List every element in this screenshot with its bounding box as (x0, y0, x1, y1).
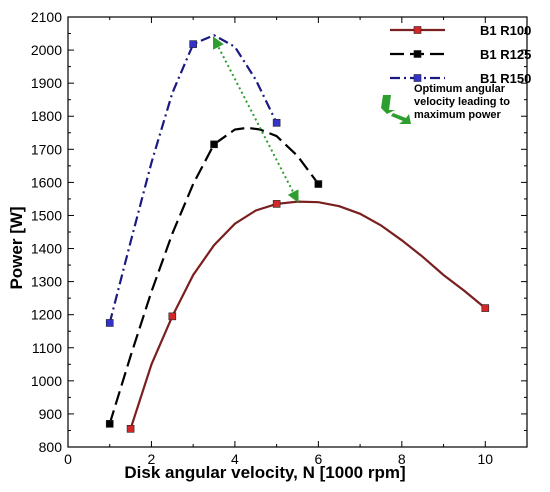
y-tick-label: 1500 (31, 207, 62, 223)
data-point (168, 312, 177, 321)
data-point (272, 119, 281, 127)
x-tick-label: 6 (314, 451, 322, 467)
y-tick-label: 800 (39, 439, 63, 455)
y-tick-label: 900 (39, 406, 63, 422)
legend-label: B1 R100 (480, 23, 531, 38)
annotation-text: Optimum angular (414, 83, 506, 95)
legend-marker (413, 26, 422, 34)
y-tick-label: 1800 (31, 108, 62, 124)
legend-marker (413, 50, 422, 58)
data-point (105, 420, 114, 428)
y-tick-label: 1200 (31, 307, 62, 323)
y-tick-label: 1700 (31, 141, 62, 157)
series-line (129, 200, 486, 430)
y-tick-label: 1100 (32, 340, 62, 356)
x-tick-label: 0 (64, 451, 72, 467)
y-axis-title: Power [W] (7, 206, 26, 289)
series-0 (126, 200, 490, 433)
green-arrow-icon (391, 113, 411, 124)
x-axis-title: Disk angular velocity, N [1000 rpm] (124, 463, 405, 482)
x-tick-label: 8 (398, 451, 406, 467)
annotation-text: maximum power (414, 109, 502, 121)
y-tick-label: 2000 (31, 42, 62, 58)
y-tick-label: 1000 (31, 373, 62, 389)
series-line (108, 126, 320, 425)
series-2 (105, 33, 281, 327)
axes: 0 2 4 6 8 10 800 900 1000 1100 1200 1300 1400 1500 160… (31, 9, 528, 467)
plot-frame (67, 16, 528, 448)
y-tick-label: 2100 (31, 9, 62, 25)
x-tick-label: 10 (477, 451, 493, 467)
legend: B1 R100 B1 R125 B1 R150 (390, 23, 531, 86)
legend-label: B1 R150 (480, 71, 531, 86)
legend-marker (413, 74, 422, 82)
y-tick-label: 1600 (31, 174, 62, 190)
data-point (210, 140, 218, 149)
y-tick-label: 1400 (31, 241, 62, 257)
series-1 (105, 126, 323, 428)
data-point (481, 304, 490, 312)
annotation-text: velocity leading to (414, 96, 510, 108)
x-tick-label: 4 (231, 451, 239, 467)
y-tick-label: 1900 (31, 75, 62, 91)
data-point (126, 425, 135, 433)
green-arrow-icon (381, 95, 395, 114)
optimum-arrow (212, 36, 299, 203)
legend-label: B1 R125 (480, 47, 531, 62)
data-point (189, 40, 197, 48)
y-tick-label: 1300 (31, 274, 62, 290)
data-point (105, 319, 114, 327)
series-line (108, 33, 278, 324)
data-point (314, 180, 323, 188)
data-point (272, 200, 281, 208)
x-tick-label: 2 (148, 451, 156, 467)
